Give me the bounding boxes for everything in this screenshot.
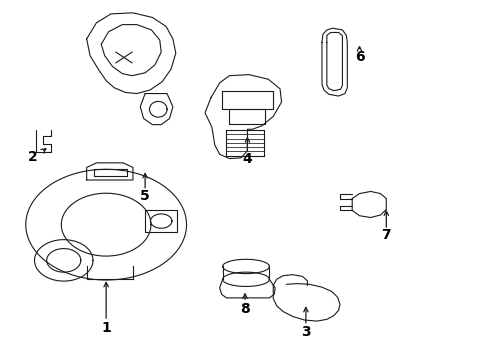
Text: 7: 7 — [382, 228, 391, 242]
Text: 6: 6 — [355, 50, 364, 64]
Text: 5: 5 — [140, 189, 150, 203]
Text: 3: 3 — [301, 325, 311, 339]
Text: 4: 4 — [243, 152, 252, 166]
Text: 8: 8 — [240, 302, 250, 316]
Text: 2: 2 — [28, 150, 38, 164]
Text: 1: 1 — [101, 321, 111, 335]
